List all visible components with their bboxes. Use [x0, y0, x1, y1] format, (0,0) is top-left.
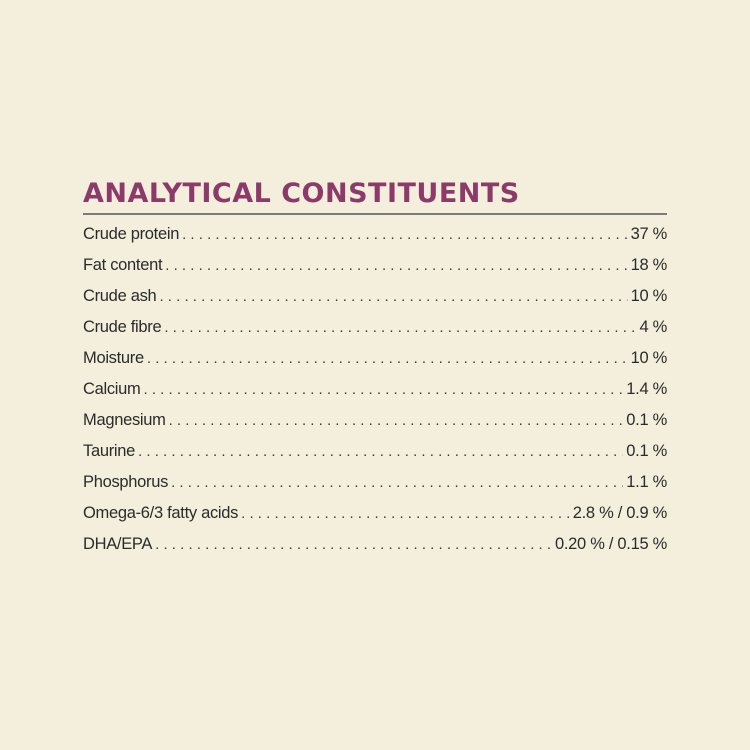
- constituent-row: Fat content 18 %: [83, 256, 667, 287]
- constituent-label: Moisture: [83, 349, 144, 367]
- dot-leader: [241, 505, 570, 522]
- dot-leader: [165, 257, 627, 274]
- constituent-value: 4 %: [639, 318, 667, 336]
- constituent-row: Moisture 10 %: [83, 349, 667, 380]
- dot-leader: [182, 226, 628, 243]
- constituent-label: Crude fibre: [83, 318, 162, 336]
- constituent-row: Phosphorus 1.1 %: [83, 473, 667, 504]
- dot-leader: [164, 319, 636, 336]
- constituent-value: 2.8 % / 0.9 %: [572, 504, 668, 522]
- constituent-row: Crude fibre 4 %: [83, 318, 667, 349]
- constituent-row: DHA/EPA 0.20 % / 0.15 %: [83, 535, 667, 566]
- constituent-row: Taurine 0.1 %: [83, 442, 667, 473]
- constituent-value: 37 %: [630, 225, 668, 243]
- heading-divider: [83, 213, 667, 215]
- constituents-list: Crude protein 37 % Fat content 18 % Crud…: [83, 225, 667, 566]
- dot-leader: [159, 288, 627, 305]
- dot-leader: [138, 443, 623, 460]
- constituent-value: 0.20 % / 0.15 %: [555, 535, 667, 553]
- dot-leader: [147, 350, 628, 367]
- dot-leader: [155, 536, 552, 553]
- constituent-value: 10 %: [630, 287, 668, 305]
- constituent-value: 1.4 %: [626, 380, 667, 398]
- constituent-row: Crude protein 37 %: [83, 225, 667, 256]
- constituent-value: 0.1 %: [626, 442, 667, 460]
- constituent-label: Taurine: [83, 442, 136, 460]
- constituent-label: DHA/EPA: [83, 535, 153, 553]
- constituent-label: Omega-6/3 fatty acids: [83, 504, 239, 522]
- constituent-label: Fat content: [83, 256, 163, 274]
- constituent-label: Magnesium: [83, 411, 166, 429]
- dot-leader: [169, 412, 624, 429]
- analytical-constituents-panel: ANALYTICAL CONSTITUENTS Crude protein 37…: [83, 176, 667, 566]
- constituent-value: 1.1 %: [626, 473, 667, 491]
- constituent-value: 18 %: [630, 256, 668, 274]
- constituent-label: Crude ash: [83, 287, 157, 305]
- constituent-label: Phosphorus: [83, 473, 169, 491]
- dot-leader: [171, 474, 623, 491]
- constituent-row: Calcium 1.4 %: [83, 380, 667, 411]
- constituent-row: Magnesium 0.1 %: [83, 411, 667, 442]
- dot-leader: [144, 381, 624, 398]
- section-heading: ANALYTICAL CONSTITUENTS: [83, 178, 520, 209]
- constituent-row: Omega-6/3 fatty acids 2.8 % / 0.9 %: [83, 504, 667, 535]
- constituent-value: 0.1 %: [626, 411, 667, 429]
- constituent-value: 10 %: [630, 349, 668, 367]
- constituent-label: Crude protein: [83, 225, 180, 243]
- constituent-label: Calcium: [83, 380, 141, 398]
- constituent-row: Crude ash 10 %: [83, 287, 667, 318]
